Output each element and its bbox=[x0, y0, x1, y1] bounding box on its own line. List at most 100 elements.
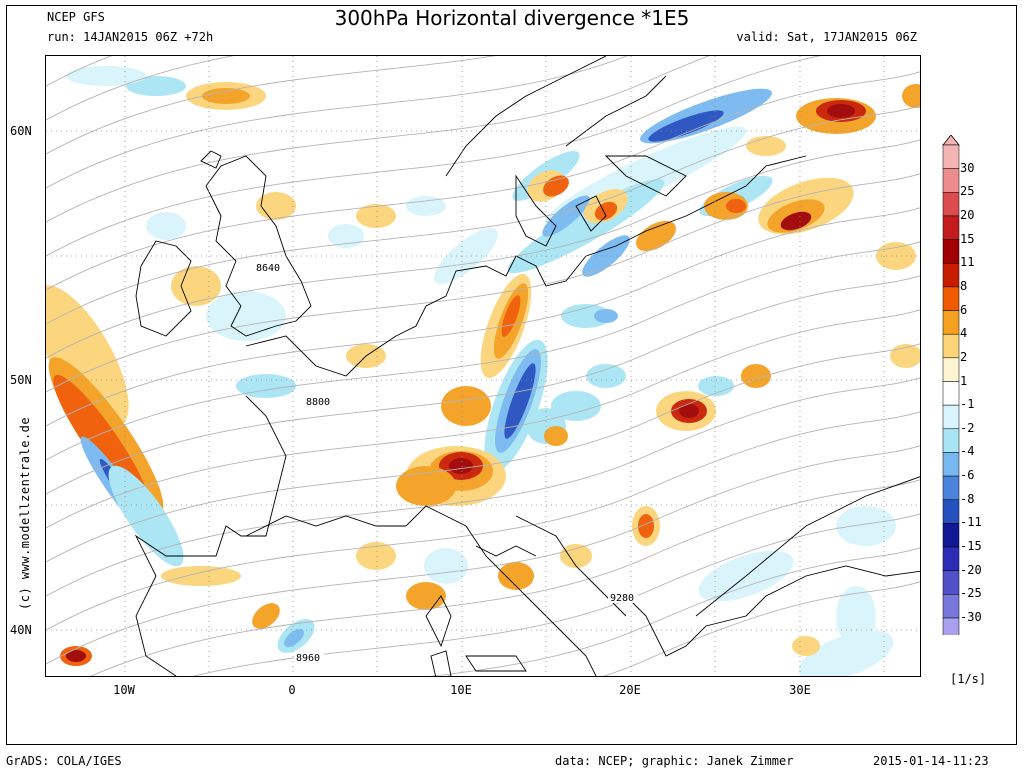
colorbar-tick-label: 2 bbox=[960, 349, 968, 364]
divergence-cell bbox=[46, 285, 129, 427]
colorbar-swatch bbox=[942, 286, 960, 311]
divergence-cell bbox=[161, 566, 241, 586]
colorbar-swatch bbox=[942, 215, 960, 240]
colorbar-tick-label: 30 bbox=[960, 160, 975, 175]
footer-credits: data: NCEP; graphic: Janek Zimmer bbox=[555, 754, 794, 768]
divergence-cell bbox=[543, 175, 569, 197]
divergence-cell bbox=[356, 204, 396, 228]
colorbar-swatch bbox=[942, 144, 960, 169]
colorbar-tick-label: -1 bbox=[960, 397, 975, 412]
divergence-cell bbox=[638, 514, 654, 538]
footer-software: GrADS: COLA/IGES bbox=[6, 754, 122, 768]
coastline bbox=[575, 195, 607, 232]
run-info: run: 14JAN2015 06Z +72h bbox=[47, 30, 214, 44]
map-canvas: 8640 8800 9280 8960 bbox=[46, 56, 920, 676]
height-contour-line bbox=[192, 513, 920, 676]
colorbar-swatch bbox=[942, 192, 960, 217]
divergence-cell bbox=[256, 192, 296, 220]
divergence-cell bbox=[498, 562, 534, 590]
divergence-cell bbox=[827, 104, 855, 118]
divergence-cell bbox=[746, 136, 786, 156]
divergence-cell bbox=[561, 304, 611, 328]
contour-label-8960: 8960 bbox=[296, 653, 320, 664]
divergence-cell bbox=[560, 544, 592, 568]
divergence-cell bbox=[890, 344, 920, 368]
contour-label-8640: 8640 bbox=[256, 263, 280, 274]
divergence-cell bbox=[741, 364, 771, 388]
divergence-cell bbox=[424, 548, 468, 584]
colorbar-tick-label: -8 bbox=[960, 491, 975, 506]
coastline bbox=[445, 515, 597, 676]
divergence-cell bbox=[501, 295, 521, 337]
height-contour-line bbox=[46, 445, 920, 665]
divergence-cell bbox=[66, 650, 86, 662]
colorbar-swatch bbox=[942, 617, 960, 635]
divergence-field bbox=[46, 66, 920, 676]
divergence-cell bbox=[406, 582, 446, 610]
colorbar-tick-label: 11 bbox=[960, 255, 975, 270]
height-contour-line bbox=[46, 309, 920, 529]
figure-frame bbox=[6, 5, 1017, 745]
colorbar-tick-label: -11 bbox=[960, 515, 982, 530]
divergence-cell bbox=[594, 309, 618, 323]
divergence-cell bbox=[356, 542, 396, 570]
height-contour-line bbox=[429, 547, 920, 676]
divergence-cell bbox=[406, 196, 446, 216]
coastline bbox=[430, 650, 452, 676]
colorbar bbox=[942, 135, 960, 635]
colorbar-swatch bbox=[942, 475, 960, 501]
colorbar-tick-label: 4 bbox=[960, 326, 968, 341]
divergence-cell bbox=[726, 199, 746, 213]
divergence-cell bbox=[202, 88, 250, 104]
coastlines bbox=[134, 56, 920, 676]
colorbar-tick-label: 15 bbox=[960, 231, 975, 246]
divergence-cell bbox=[206, 291, 286, 341]
divergence-cell bbox=[551, 391, 601, 421]
divergence-cell bbox=[284, 629, 304, 647]
height-contour-line bbox=[46, 275, 920, 495]
colorbar-tick-label: -20 bbox=[960, 562, 982, 577]
coastline bbox=[475, 545, 537, 557]
lat-label-60n: 60N bbox=[10, 124, 32, 138]
colorbar-tick-label: -30 bbox=[960, 610, 982, 624]
colorbar-tick-label: -6 bbox=[960, 468, 975, 483]
divergence-cell bbox=[328, 224, 364, 248]
divergence-cell bbox=[66, 66, 146, 86]
height-contour-line bbox=[46, 139, 920, 359]
height-contour-line bbox=[89, 479, 920, 676]
divergence-cell bbox=[542, 195, 590, 237]
divergence-cell bbox=[252, 603, 280, 629]
graticule bbox=[46, 56, 920, 676]
coastline bbox=[695, 476, 920, 617]
lat-label-40n: 40N bbox=[10, 623, 32, 637]
colorbar-tick-label: 1 bbox=[960, 373, 968, 388]
divergence-cell bbox=[679, 404, 699, 418]
height-contour-line bbox=[46, 56, 235, 121]
colorbar-tick-label: -4 bbox=[960, 444, 975, 459]
colorbar-swatch bbox=[942, 428, 960, 453]
colorbar-tick-label: -2 bbox=[960, 420, 975, 435]
divergence-cell bbox=[780, 211, 812, 231]
divergence-cell bbox=[836, 506, 896, 546]
colorbar-swatch bbox=[942, 404, 960, 430]
divergence-cell bbox=[146, 212, 186, 240]
colorbar-swatch bbox=[942, 168, 960, 193]
divergence-map[interactable]: 8640 8800 9280 8960 bbox=[45, 55, 921, 677]
contour-label-9280: 9280 bbox=[610, 593, 634, 604]
coastline bbox=[465, 655, 527, 672]
colorbar-swatch bbox=[942, 594, 960, 619]
height-contour-line bbox=[46, 411, 920, 631]
height-contour-line bbox=[46, 56, 628, 189]
divergence-cell bbox=[126, 76, 186, 96]
coastline bbox=[445, 56, 607, 177]
colorbar-swatch bbox=[942, 239, 960, 264]
divergence-cell bbox=[449, 458, 473, 474]
lon-label-20e: 20E bbox=[619, 683, 641, 697]
colorbar-swatch bbox=[942, 570, 960, 595]
footer-timestamp: 2015-01-14-11:23 bbox=[873, 754, 989, 768]
lat-label-50n: 50N bbox=[10, 373, 32, 387]
coastline bbox=[200, 150, 222, 169]
coastline bbox=[245, 155, 807, 377]
height-contours bbox=[46, 56, 920, 676]
colorbar-swatch bbox=[942, 381, 960, 406]
